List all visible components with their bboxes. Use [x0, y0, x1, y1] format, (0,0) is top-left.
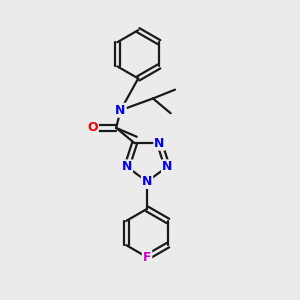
Text: F: F — [143, 251, 151, 264]
Text: N: N — [154, 137, 165, 150]
Text: N: N — [116, 104, 126, 117]
Text: O: O — [87, 122, 98, 134]
Text: N: N — [142, 175, 152, 188]
Text: N: N — [122, 160, 132, 173]
Text: N: N — [162, 160, 172, 173]
